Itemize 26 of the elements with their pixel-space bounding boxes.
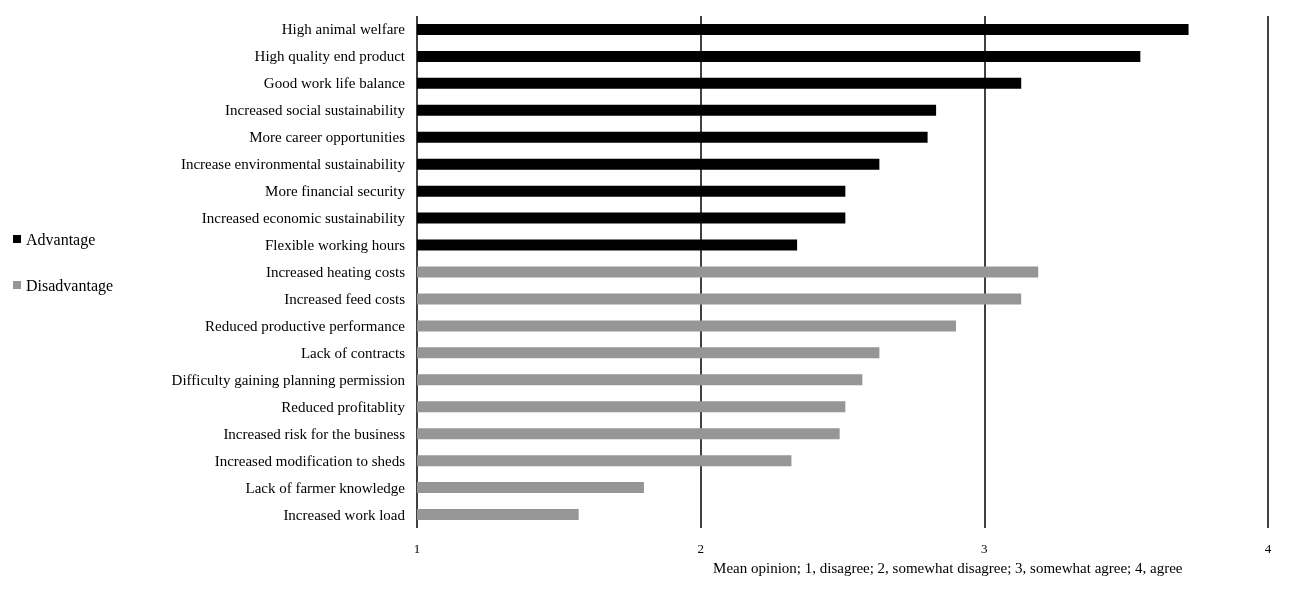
y-tick-label: Increased work load	[283, 506, 406, 523]
legend-label: Advantage	[26, 230, 96, 249]
y-tick-label: Increase environmental sustainability	[180, 156, 406, 173]
x-tick-label: 4	[1264, 541, 1272, 556]
x-tick-label: 3	[981, 541, 988, 556]
y-tick-label: Flexible working hours	[265, 237, 406, 254]
y-tick-label: Increased modification to sheds	[214, 452, 406, 469]
y-tick-label: Increased heating costs	[265, 264, 406, 280]
y-tick-label: Increased risk for the business	[223, 425, 406, 442]
y-tick-label: More financial security	[265, 183, 406, 200]
y-tick-label: Lack of farmer knowledge	[245, 479, 406, 496]
y-tick-label: Difficulty gaining planning permission	[171, 371, 406, 388]
y-tick-label: More career opportunities	[249, 129, 406, 146]
y-tick-label: High animal welfare	[281, 21, 406, 38]
y-tick-label: Reduced profitablity	[281, 398, 406, 415]
x-tick-label: 1	[413, 541, 421, 556]
y-tick-label: Increased feed costs	[284, 290, 406, 307]
y-tick-label: Increased social sustainability	[225, 102, 406, 119]
y-tick-label: Increased economic sustainability	[201, 210, 406, 227]
legend-label: Disadvantage	[26, 276, 114, 295]
x-axis-title: Mean opinion; 1, disagree; 2, somewhat disagree; 3, somewhat agree; 4, agree	[713, 559, 1183, 576]
y-tick-label: Lack of contracts	[300, 344, 406, 361]
y-tick-label: Reduced productive performance	[205, 317, 406, 334]
x-tick-label: 2	[697, 541, 704, 556]
y-tick-label: High quality end product	[254, 48, 406, 65]
y-tick-label: Good work life balance	[263, 75, 406, 92]
